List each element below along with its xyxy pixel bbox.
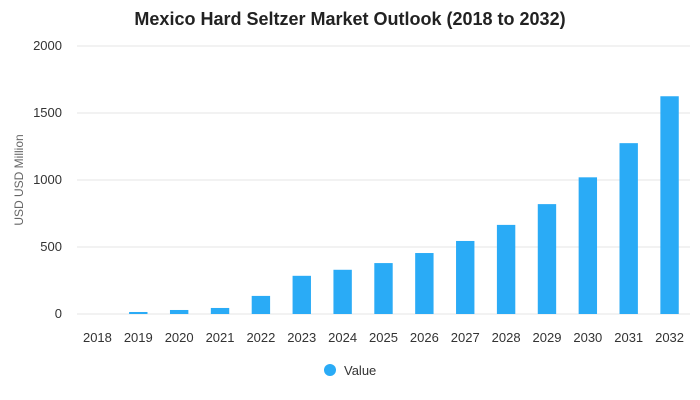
bar-2021[interactable]: [210, 307, 230, 314]
bar-2023[interactable]: [292, 275, 311, 314]
x-tick-label: 2032: [655, 330, 684, 345]
x-tick-label: 2028: [492, 330, 521, 345]
x-tick-label: 2019: [124, 330, 153, 345]
bar-2030[interactable]: [578, 177, 598, 314]
bar-2031[interactable]: [619, 143, 638, 314]
x-tick-label: 2031: [614, 330, 643, 345]
x-tick-label: 2026: [410, 330, 439, 345]
bar-2032[interactable]: [660, 96, 679, 314]
x-tick-label: 2022: [246, 330, 275, 345]
y-tick-label: 500: [40, 239, 62, 254]
legend-marker-value: [324, 364, 336, 376]
bar-2024[interactable]: [333, 269, 352, 314]
x-tick-label: 2018: [83, 330, 112, 345]
bar-2028[interactable]: [496, 224, 516, 314]
chart-title: Mexico Hard Seltzer Market Outlook (2018…: [134, 9, 565, 29]
x-tick-label: 2021: [206, 330, 235, 345]
x-tick-label: 2024: [328, 330, 357, 345]
x-tick-labels: 2018 2019 2020 2021 2022 2023 2024 2025 2026 2027…: [83, 330, 684, 345]
bar-2029[interactable]: [537, 204, 557, 314]
y-axis-label: USD USD Million: [12, 134, 26, 225]
bar-2019[interactable]: [129, 311, 148, 314]
bar-2020[interactable]: [169, 309, 189, 314]
bar-2022[interactable]: [251, 295, 271, 314]
x-tick-label: 2025: [369, 330, 398, 345]
legend[interactable]: Value: [324, 363, 376, 378]
y-tick-label: 2000: [33, 38, 62, 53]
x-tick-label: 2027: [451, 330, 480, 345]
bar-2025[interactable]: [374, 263, 393, 314]
bar-2027[interactable]: [456, 240, 475, 314]
y-tick-labels: 0 500 1000 1500 2000: [33, 38, 62, 321]
y-tick-label: 1000: [33, 172, 62, 187]
bar-2026[interactable]: [415, 253, 434, 314]
bars: [129, 96, 679, 314]
x-tick-label: 2030: [573, 330, 602, 345]
x-tick-label: 2020: [165, 330, 194, 345]
x-tick-label: 2023: [287, 330, 316, 345]
x-tick-label: 2029: [533, 330, 562, 345]
y-tick-label: 0: [55, 306, 62, 321]
legend-label-value: Value: [344, 363, 376, 378]
y-tick-label: 1500: [33, 105, 62, 120]
